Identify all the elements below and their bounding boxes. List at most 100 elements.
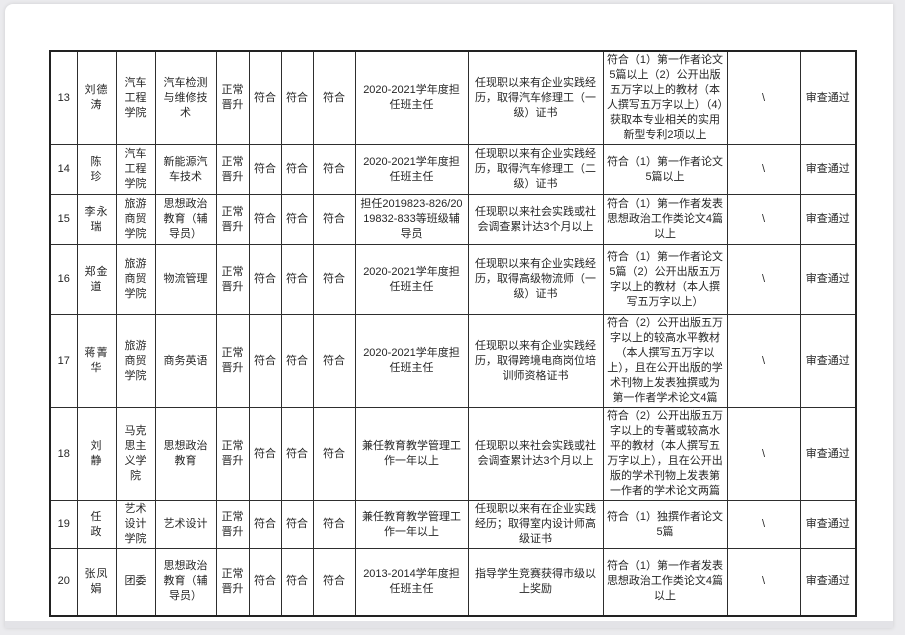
cell-class-duty: 2020-2021学年度担任班主任	[354, 244, 469, 315]
cell-review-result: 审查通过	[799, 244, 857, 315]
cell-check-3: 符合	[312, 144, 356, 195]
cell-promotion-type: 正常晋升	[215, 244, 250, 315]
cell-check-3: 符合	[312, 407, 356, 501]
cell-check-3: 符合	[312, 314, 356, 408]
cell-other: \	[726, 194, 801, 245]
cell-other: \	[726, 407, 801, 501]
cell-practice: 任现职以来有企业实践经历，取得汽车修理工（一级）证书	[467, 50, 604, 145]
cell-review-result: 审查通过	[799, 407, 857, 501]
page-bottom-edge	[5, 621, 893, 628]
table-row: 15 李永瑞 旅游商贸学院 思想政治教育（辅导员） 正常晋升 符合 符合 符合 …	[49, 194, 857, 245]
cell-name: 蒋菁华	[76, 314, 117, 408]
cell-check-1: 符合	[248, 314, 282, 408]
cell-check-2: 符合	[280, 244, 314, 315]
cell-department: 团委	[115, 548, 156, 616]
cell-practice: 任现职以来有企业实践经历，取得高级物流师（一级）证书	[467, 244, 604, 315]
cell-name: 任 政	[76, 500, 117, 549]
cell-class-duty: 兼任教育教学管理工作一年以上	[354, 407, 469, 501]
cell-row-number: 13	[49, 50, 78, 145]
cell-class-duty: 担任2019823-826/2019832-833等班级辅导员	[354, 194, 469, 245]
cell-check-3: 符合	[312, 548, 356, 616]
cell-check-1: 符合	[248, 244, 282, 315]
cell-class-duty: 2013-2014学年度担任班主任	[354, 548, 469, 616]
cell-other: \	[726, 548, 801, 616]
cell-research: 符合（1）第一作者论文5篇以上	[602, 144, 728, 195]
cell-check-3: 符合	[312, 500, 356, 549]
table-row: 20 张凤娟 团委 思想政治教育（辅导员） 正常晋升 符合 符合 符合 2013…	[49, 548, 857, 616]
cell-research: 符合（1）独撰作者论文5篇	[602, 500, 728, 549]
cell-department: 旅游商贸学院	[115, 244, 156, 315]
cell-department: 艺术设计学院	[115, 500, 156, 549]
cell-review-result: 审查通过	[799, 314, 857, 408]
cell-major: 思想政治教育（辅导员）	[154, 194, 217, 245]
cell-major: 思想政治教育	[154, 407, 217, 501]
cell-research: 符合（1）第一作者发表思想政治工作类论文4篇以上	[602, 194, 728, 245]
cell-check-1: 符合	[248, 500, 282, 549]
cell-practice: 任现职以来有在企业实践经历；取得室内设计师高级证书	[467, 500, 604, 549]
cell-check-2: 符合	[280, 50, 314, 145]
table-row: 13 刘德涛 汽车工程学院 汽车检测与维修技术 正常晋升 符合 符合 符合 20…	[49, 50, 857, 145]
table-row: 16 郑金道 旅游商贸学院 物流管理 正常晋升 符合 符合 符合 2020-20…	[49, 244, 857, 315]
cell-review-result: 审查通过	[799, 144, 857, 195]
cell-name: 陈 珍	[76, 144, 117, 195]
cell-department: 汽车工程学院	[115, 144, 156, 195]
cell-class-duty: 2020-2021学年度担任班主任	[354, 144, 469, 195]
cell-check-1: 符合	[248, 50, 282, 145]
cell-department: 汽车工程学院	[115, 50, 156, 145]
cell-check-3: 符合	[312, 194, 356, 245]
cell-row-number: 14	[49, 144, 78, 195]
cell-promotion-type: 正常晋升	[215, 548, 250, 616]
cell-other: \	[726, 50, 801, 145]
cell-major: 思想政治教育（辅导员）	[154, 548, 217, 616]
cell-check-2: 符合	[280, 548, 314, 616]
cell-name: 张凤娟	[76, 548, 117, 616]
cell-check-2: 符合	[280, 407, 314, 501]
cell-name: 刘 静	[76, 407, 117, 501]
qualification-review-table: 13 刘德涛 汽车工程学院 汽车检测与维修技术 正常晋升 符合 符合 符合 20…	[49, 50, 857, 617]
cell-promotion-type: 正常晋升	[215, 144, 250, 195]
cell-check-3: 符合	[312, 244, 356, 315]
cell-other: \	[726, 314, 801, 408]
cell-row-number: 18	[49, 407, 78, 501]
cell-check-2: 符合	[280, 500, 314, 549]
cell-major: 新能源汽车技术	[154, 144, 217, 195]
cell-other: \	[726, 144, 801, 195]
cell-check-1: 符合	[248, 407, 282, 501]
cell-practice: 任现职以来社会实践或社会调查累计达3个月以上	[467, 407, 604, 501]
cell-research: 符合（1）第一作者论文5篇（2）公开出版五万字以上的教材（本人撰写五万字以上）	[602, 244, 728, 315]
cell-class-duty: 2020-2021学年度担任班主任	[354, 314, 469, 408]
cell-major: 商务英语	[154, 314, 217, 408]
cell-other: \	[726, 244, 801, 315]
table-row: 18 刘 静 马克思主义学院 思想政治教育 正常晋升 符合 符合 符合 兼任教育…	[49, 407, 857, 501]
cell-promotion-type: 正常晋升	[215, 50, 250, 145]
cell-row-number: 16	[49, 244, 78, 315]
table-row: 19 任 政 艺术设计学院 艺术设计 正常晋升 符合 符合 符合 兼任教育教学管…	[49, 500, 857, 549]
cell-check-3: 符合	[312, 50, 356, 145]
cell-review-result: 审查通过	[799, 50, 857, 145]
cell-department: 马克思主义学院	[115, 407, 156, 501]
cell-major: 物流管理	[154, 244, 217, 315]
cell-review-result: 审查通过	[799, 500, 857, 549]
cell-review-result: 审查通过	[799, 194, 857, 245]
cell-major: 汽车检测与维修技术	[154, 50, 217, 145]
cell-class-duty: 2020-2021学年度担任班主任	[354, 50, 469, 145]
cell-check-1: 符合	[248, 548, 282, 616]
cell-promotion-type: 正常晋升	[215, 314, 250, 408]
cell-research: 符合（2）公开出版五万字以上的较高水平教材（本人撰写五万字以上），且在公开出版的…	[602, 314, 728, 408]
cell-check-2: 符合	[280, 314, 314, 408]
cell-row-number: 15	[49, 194, 78, 245]
table-row: 14 陈 珍 汽车工程学院 新能源汽车技术 正常晋升 符合 符合 符合 2020…	[49, 144, 857, 195]
cell-check-1: 符合	[248, 194, 282, 245]
cell-promotion-type: 正常晋升	[215, 500, 250, 549]
cell-department: 旅游商贸学院	[115, 314, 156, 408]
cell-research: 符合（1）第一作者发表思想政治工作类论文4篇以上	[602, 548, 728, 616]
cell-check-2: 符合	[280, 194, 314, 245]
cell-row-number: 17	[49, 314, 78, 408]
cell-check-1: 符合	[248, 144, 282, 195]
cell-promotion-type: 正常晋升	[215, 194, 250, 245]
cell-research: 符合（1）第一作者论文5篇以上（2）公开出版五万字以上的教材（本人撰写五万字以上…	[602, 50, 728, 145]
cell-research: 符合（2）公开出版五万字以上的专著或较高水平的教材（本人撰写五万字以上），且在公…	[602, 407, 728, 501]
cell-name: 刘德涛	[76, 50, 117, 145]
cell-major: 艺术设计	[154, 500, 217, 549]
cell-practice: 任现职以来社会实践或社会调查累计达3个月以上	[467, 194, 604, 245]
